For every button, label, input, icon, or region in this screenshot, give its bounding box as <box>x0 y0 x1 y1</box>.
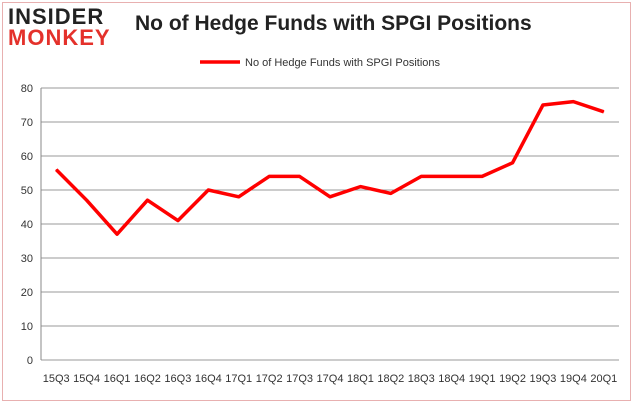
data-point <box>268 175 270 177</box>
y-tick-label: 40 <box>21 219 33 231</box>
y-tick-label: 0 <box>27 355 33 367</box>
x-tick-label: 15Q3 <box>43 373 70 385</box>
x-tick-label: 16Q1 <box>104 373 131 385</box>
series-line <box>54 99 605 236</box>
insider-monkey-logo: INSIDER MONKEY <box>8 4 111 50</box>
logo-line1: INSIDER <box>8 4 105 29</box>
x-tick-label: 17Q1 <box>225 373 252 385</box>
x-tick-label: 18Q1 <box>347 373 374 385</box>
y-tick-label: 50 <box>21 185 33 197</box>
data-point <box>481 175 483 177</box>
x-tick-label: 16Q3 <box>164 373 191 385</box>
data-point <box>420 175 422 177</box>
data-point <box>329 196 331 198</box>
data-point <box>299 175 301 177</box>
data-point <box>572 101 574 103</box>
x-tick-label: 18Q3 <box>408 373 435 385</box>
x-tick-label: 19Q2 <box>499 373 526 385</box>
x-tick-label: 15Q4 <box>73 373 100 385</box>
chart-frame <box>2 2 631 401</box>
logo-line2: MONKEY <box>8 25 111 50</box>
x-tick-label: 17Q2 <box>256 373 283 385</box>
y-tick-label: 30 <box>21 253 33 265</box>
x-tick-label: 18Q2 <box>377 373 404 385</box>
data-point <box>451 175 453 177</box>
chart-title: No of Hedge Funds with SPGI Positions <box>135 12 532 35</box>
data-point <box>86 199 88 201</box>
x-tick-label: 19Q1 <box>469 373 496 385</box>
x-tick-label: 17Q3 <box>286 373 313 385</box>
y-tick-label: 10 <box>21 321 33 333</box>
data-point <box>359 186 361 188</box>
data-point <box>603 111 605 113</box>
x-tick-label: 16Q4 <box>195 373 222 385</box>
x-tick-label: 18Q4 <box>438 373 465 385</box>
x-tick-label: 19Q3 <box>529 373 556 385</box>
data-point <box>238 196 240 198</box>
data-point <box>542 104 544 106</box>
x-tick-label: 19Q4 <box>560 373 587 385</box>
y-tick-label: 20 <box>21 287 33 299</box>
data-point <box>512 162 514 164</box>
data-point <box>55 169 57 171</box>
y-tick-label: 70 <box>21 117 33 129</box>
data-point <box>146 199 148 201</box>
y-tick-label: 80 <box>21 83 33 95</box>
data-point <box>207 189 209 191</box>
data-point <box>177 220 179 222</box>
x-tick-label: 20Q1 <box>590 373 617 385</box>
data-point <box>390 192 392 194</box>
x-tick-label: 17Q4 <box>317 373 344 385</box>
legend-label: No of Hedge Funds with SPGI Positions <box>245 57 441 69</box>
data-point <box>116 233 118 235</box>
y-tick-label: 60 <box>21 151 33 163</box>
x-tick-label: 16Q2 <box>134 373 161 385</box>
